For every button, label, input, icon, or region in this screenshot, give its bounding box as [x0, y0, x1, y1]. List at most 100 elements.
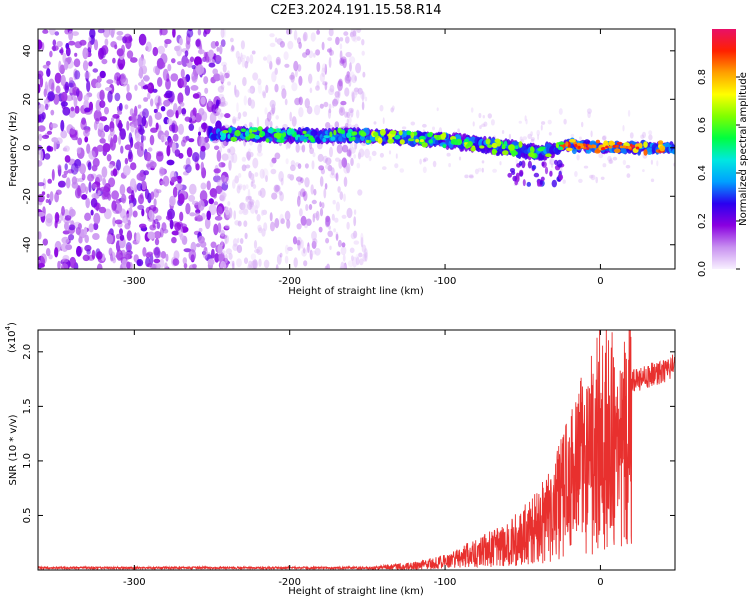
spectrogram-cell: [137, 104, 142, 109]
spectrogram-cell: [300, 239, 304, 249]
spectrogram-cell: [127, 219, 131, 226]
spectrogram-cell: [171, 236, 177, 244]
spectrogram-cell: [142, 135, 146, 141]
spectrogram-cell: [335, 231, 339, 240]
spectrogram-cell: [102, 177, 106, 186]
spectrogram-cell: [177, 61, 183, 66]
spectrogram-cell: [607, 155, 612, 162]
spectrogram-cell: [271, 71, 277, 83]
spectrogram-cell: [63, 145, 70, 152]
spectrogram-cell: [284, 210, 291, 221]
spectrogram-cell: [371, 150, 377, 157]
spectrogram-cell: [147, 147, 153, 152]
spectrogram-cell: [346, 207, 353, 219]
spectrogram-cell: [329, 131, 333, 138]
colorbar-tick-label: 0.0: [697, 261, 708, 277]
spectrogram-cell: [228, 160, 232, 171]
spectrogram-cell: [533, 172, 540, 178]
spectrogram-cell: [308, 73, 313, 84]
spectrogram-cell: [173, 250, 180, 261]
spectrogram-cell: [432, 160, 437, 168]
spectrogram-cell: [38, 83, 41, 94]
spectrogram-cell: [237, 220, 242, 227]
spectrogram-cell: [227, 133, 231, 139]
spectrogram-cell: [60, 119, 65, 132]
spectrogram-cell: [64, 163, 68, 171]
spectrogram-cell: [261, 209, 265, 216]
spectrogram-cell: [155, 122, 159, 130]
spectrogram-cell: [308, 135, 314, 141]
spectrogram-cell: [601, 147, 606, 150]
spectrogram-cell: [527, 133, 532, 139]
spectrogram-cell: [432, 126, 435, 131]
spectrogram-cell: [256, 116, 260, 127]
spectrogram-cell: [165, 78, 171, 90]
spectrogram-cell: [603, 140, 609, 147]
spectrogram-cell: [134, 105, 138, 117]
spectrogram-cell: [267, 128, 273, 133]
spectrogram-cell: [350, 157, 354, 167]
spectrogram-cell: [99, 47, 107, 59]
spectrogram-cell: [458, 156, 462, 161]
spectrogram-cell: [440, 133, 446, 140]
spectrogram-cell: [159, 166, 165, 177]
spectrogram-cell: [339, 57, 345, 66]
spectrogram-cell: [141, 180, 147, 191]
spectrogram-cell: [477, 167, 482, 172]
spectrogram-cell: [112, 217, 116, 227]
spectrogram-cell: [160, 134, 167, 142]
spectrogram-cell: [42, 64, 50, 69]
spectrogram-cell: [46, 68, 51, 77]
spectrogram-cell: [346, 111, 351, 119]
spectrogram-cell: [324, 265, 329, 269]
spectrogram-cell: [470, 107, 474, 113]
spectrogram-cell: [519, 169, 524, 177]
spectrogram-cell: [237, 237, 240, 244]
spectrogram-cell: [102, 143, 111, 153]
spectrogram-cell: [328, 103, 332, 110]
spectrogram-cell: [519, 136, 523, 141]
spectrogram-cell: [62, 52, 67, 64]
spectrogram-cell: [252, 72, 259, 81]
spectrogram-cell: [241, 156, 247, 162]
spectrogram-cell: [188, 249, 197, 261]
spectrogram-cell: [324, 183, 328, 190]
spectrogram-cell: [65, 177, 71, 189]
spectrogram-cell: [166, 144, 171, 157]
spectrogram-cell: [481, 123, 486, 128]
spectrogram-cell: [264, 107, 268, 115]
spectrogram-cell: [92, 233, 100, 240]
spectrogram-cell: [213, 74, 222, 81]
spectrogram-cell: [146, 262, 153, 268]
spectrogram-cell: [118, 119, 123, 132]
spectrogram-cell: [76, 88, 80, 97]
spectrogram-cell: [234, 129, 241, 137]
spectrogram-cell: [232, 260, 235, 267]
spectrogram-cell: [286, 29, 293, 35]
spectrogram-cell: [627, 109, 631, 117]
spectrogram-cell: [316, 80, 320, 89]
spectrogram-cell: [321, 41, 325, 51]
spectrogram-cell: [310, 184, 314, 195]
spectrogram-cell: [557, 146, 564, 151]
spectrogram-cell: [318, 165, 325, 171]
spectrogram-cell: [151, 263, 157, 269]
spectrogram-cell: [481, 167, 484, 173]
spectrogram-cell: [221, 181, 229, 191]
spectrogram-cell: [286, 219, 291, 229]
spectrogram-cell: [248, 260, 253, 268]
spectrogram-cell: [157, 77, 163, 87]
spectrogram-cell: [340, 100, 347, 106]
spectrogram-cell: [220, 229, 225, 237]
spectrogram-cell: [220, 96, 226, 106]
spectrogram-cell: [143, 74, 150, 82]
spectrogram-cell: [650, 159, 654, 165]
spectrogram-cell: [148, 209, 154, 220]
spectrogram-cell: [77, 185, 81, 197]
spectrogram-cell: [236, 258, 242, 268]
spectrogram-cell: [78, 236, 83, 244]
spectrogram-cell: [179, 233, 184, 241]
spectrogram-cell: [61, 263, 69, 269]
spectrogram-cell: [337, 239, 342, 248]
spectrogram-cell: [54, 212, 60, 223]
